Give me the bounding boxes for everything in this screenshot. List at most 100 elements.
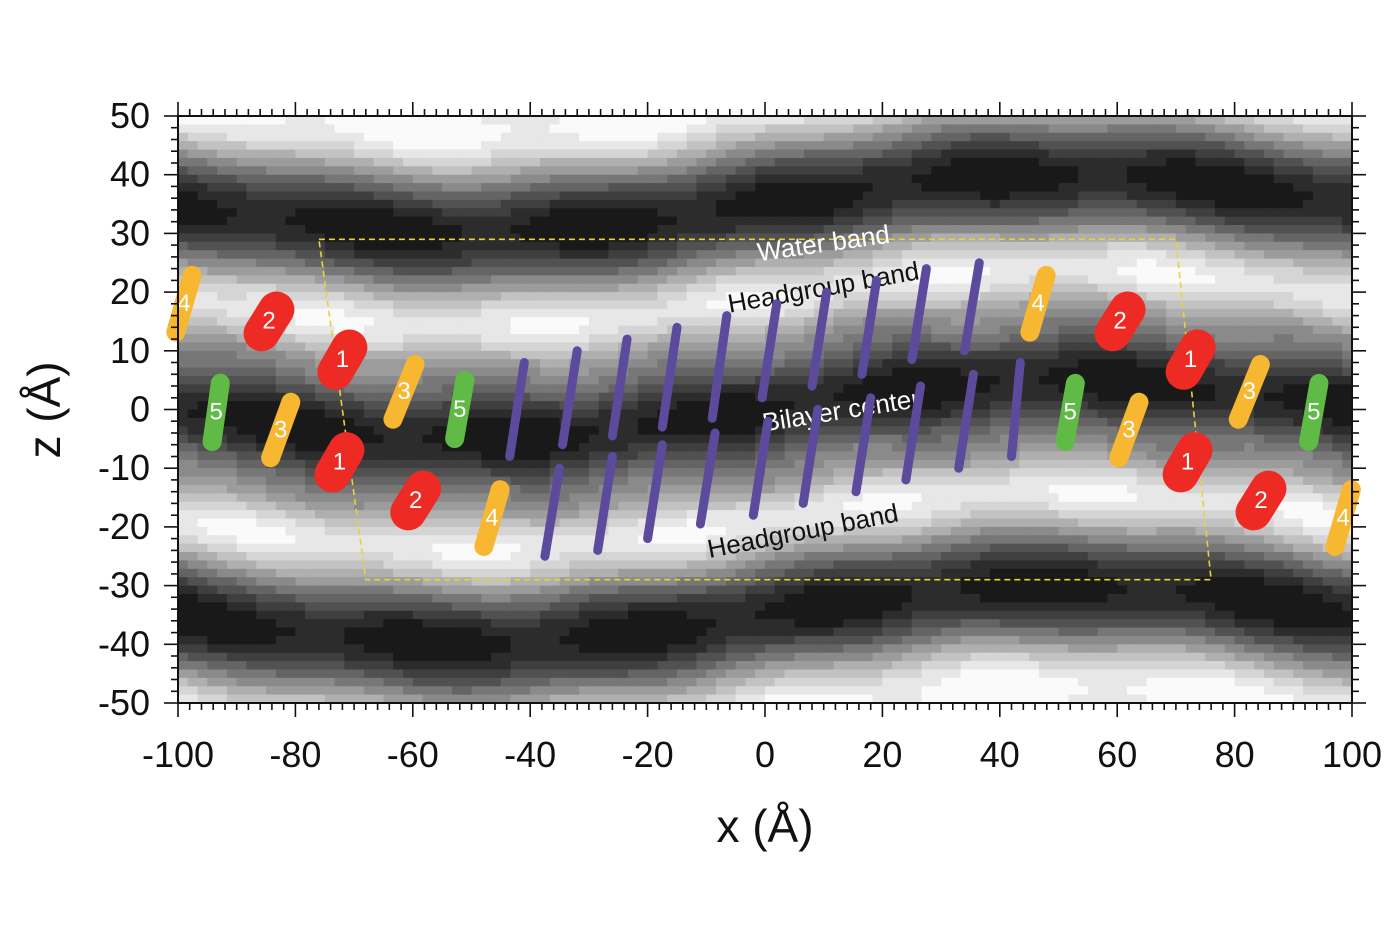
heatmap-cell bbox=[735, 166, 747, 176]
heatmap-cell bbox=[471, 602, 482, 612]
heatmap-cell bbox=[226, 661, 238, 671]
heatmap-cell bbox=[305, 459, 316, 469]
heatmap-cell bbox=[569, 216, 580, 226]
heatmap-cell bbox=[481, 308, 492, 318]
heatmap-cell bbox=[794, 199, 805, 209]
heatmap-cell bbox=[745, 677, 756, 687]
heatmap-cell bbox=[266, 283, 277, 293]
heatmap-cell bbox=[207, 518, 218, 528]
heatmap-cell bbox=[696, 283, 707, 293]
heatmap-cell bbox=[755, 216, 766, 226]
heatmap-cell bbox=[686, 434, 698, 444]
heatmap-cell bbox=[774, 468, 786, 478]
heatmap-cell bbox=[393, 669, 404, 679]
heatmap-cell bbox=[178, 225, 189, 234]
heatmap-cell bbox=[637, 417, 649, 427]
heatmap-cell bbox=[725, 225, 737, 234]
heatmap-cell bbox=[843, 526, 854, 536]
heatmap-cell bbox=[354, 258, 365, 268]
heatmap-cell bbox=[794, 375, 805, 385]
heatmap-cell bbox=[285, 434, 296, 444]
heatmap-cell bbox=[559, 484, 570, 494]
heatmap-cell bbox=[628, 468, 639, 478]
heatmap-cell bbox=[305, 300, 316, 310]
heatmap-cell bbox=[373, 342, 385, 352]
heatmap-cell bbox=[618, 300, 629, 310]
heatmap-cell bbox=[178, 518, 189, 528]
heatmap-cell bbox=[403, 627, 414, 637]
heatmap-cell bbox=[432, 317, 443, 327]
heatmap-cell bbox=[275, 619, 287, 629]
heatmap-cell bbox=[706, 233, 717, 243]
heatmap-cell bbox=[207, 292, 218, 302]
heatmap-cell bbox=[246, 552, 257, 562]
heatmap-cell bbox=[657, 484, 668, 494]
heatmap-cell bbox=[256, 568, 267, 578]
heatmap-cell bbox=[598, 308, 610, 318]
heatmap-cell bbox=[383, 434, 394, 444]
heatmap-cell bbox=[872, 233, 883, 243]
heatmap-cell bbox=[451, 141, 463, 151]
heatmap-cell bbox=[853, 686, 864, 696]
heatmap-cell bbox=[451, 300, 463, 310]
heatmap-cell bbox=[853, 208, 864, 218]
heatmap-cell bbox=[432, 577, 443, 587]
heatmap-cell bbox=[442, 409, 453, 419]
heatmap-cell bbox=[784, 535, 795, 545]
heatmap-cell bbox=[324, 493, 336, 503]
heatmap-cell bbox=[217, 552, 228, 562]
heatmap-cell bbox=[285, 518, 296, 528]
heatmap-cell bbox=[706, 225, 717, 234]
heatmap-cell bbox=[784, 317, 795, 327]
heatmap-cell bbox=[363, 535, 375, 545]
heatmap-cell bbox=[628, 149, 639, 159]
heatmap-cell bbox=[207, 325, 218, 335]
heatmap-cell bbox=[275, 510, 287, 520]
heatmap-cell bbox=[334, 602, 345, 612]
heatmap-cell bbox=[823, 652, 835, 662]
heatmap-cell bbox=[373, 677, 385, 687]
heatmap-cell bbox=[471, 468, 482, 478]
heatmap-cell bbox=[403, 342, 414, 352]
heatmap-cell bbox=[422, 300, 433, 310]
heatmap-cell bbox=[187, 384, 199, 394]
heatmap-cell bbox=[383, 459, 394, 469]
heatmap-cell bbox=[833, 132, 844, 142]
heatmap-cell bbox=[246, 493, 257, 503]
heatmap-cell bbox=[432, 241, 443, 251]
heatmap-cell bbox=[187, 124, 199, 134]
heatmap-cell bbox=[217, 225, 228, 234]
heatmap-cell bbox=[373, 652, 385, 662]
heatmap-cell bbox=[266, 619, 277, 629]
heatmap-cell bbox=[696, 317, 707, 327]
heatmap-cell bbox=[559, 459, 570, 469]
heatmap-cell bbox=[813, 225, 825, 234]
heatmap-cell bbox=[637, 317, 649, 327]
heatmap-cell bbox=[853, 325, 864, 335]
heatmap-cell bbox=[217, 208, 228, 218]
heatmap-cell bbox=[618, 292, 629, 302]
heatmap-cell bbox=[422, 367, 433, 377]
heatmap-cell bbox=[686, 199, 698, 209]
heatmap-cell bbox=[696, 677, 707, 687]
heatmap-cell bbox=[266, 266, 277, 276]
heatmap-cell bbox=[246, 526, 257, 536]
heatmap-cell bbox=[745, 526, 756, 536]
heatmap-cell bbox=[383, 292, 394, 302]
heatmap-cell bbox=[178, 476, 189, 486]
heatmap-cell bbox=[236, 116, 248, 125]
heatmap-cell bbox=[569, 602, 580, 612]
heatmap-cell bbox=[774, 661, 786, 671]
heatmap-cell bbox=[305, 543, 316, 553]
heatmap-cell bbox=[510, 501, 522, 511]
heatmap-cell bbox=[510, 627, 522, 637]
heatmap-cell bbox=[226, 325, 238, 335]
heatmap-cell bbox=[647, 434, 658, 444]
heatmap-cell bbox=[559, 451, 570, 461]
heatmap-cell bbox=[657, 568, 668, 578]
heatmap-cell bbox=[823, 468, 835, 478]
heatmap-cell bbox=[295, 308, 306, 318]
heatmap-cell bbox=[559, 225, 570, 234]
heatmap-cell bbox=[187, 568, 199, 578]
heatmap-cell bbox=[804, 174, 815, 184]
